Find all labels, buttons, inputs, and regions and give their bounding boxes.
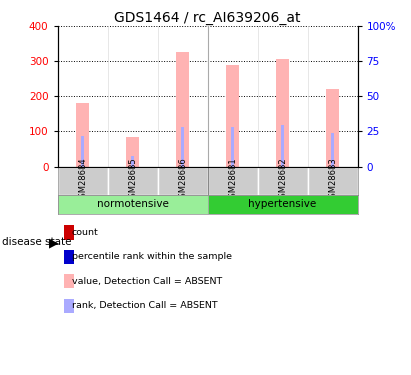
Bar	[131, 156, 134, 166]
Bar	[281, 125, 284, 166]
Bar	[181, 127, 184, 166]
Text: GSM28684: GSM28684	[78, 157, 87, 203]
Bar	[157, 166, 208, 195]
Text: GSM28681: GSM28681	[228, 157, 237, 203]
Text: value, Detection Call = ABSENT: value, Detection Call = ABSENT	[72, 277, 222, 286]
Bar	[58, 195, 208, 214]
Text: normotensive: normotensive	[97, 199, 169, 209]
Bar	[226, 65, 239, 166]
Bar	[208, 195, 358, 214]
Bar	[176, 51, 189, 166]
Text: GSM28683: GSM28683	[328, 157, 337, 203]
Title: GDS1464 / rc_AI639206_at: GDS1464 / rc_AI639206_at	[114, 11, 301, 25]
Bar	[81, 136, 84, 166]
Text: GSM28686: GSM28686	[178, 157, 187, 203]
Bar	[126, 137, 139, 166]
Text: GSM28682: GSM28682	[278, 157, 287, 203]
Bar	[258, 166, 307, 195]
Bar	[326, 88, 339, 166]
Bar	[276, 58, 289, 166]
Bar	[231, 127, 234, 166]
Bar	[331, 132, 334, 166]
Text: rank, Detection Call = ABSENT: rank, Detection Call = ABSENT	[72, 301, 217, 310]
Text: ▶: ▶	[48, 236, 58, 249]
Text: percentile rank within the sample: percentile rank within the sample	[72, 252, 232, 261]
Text: count: count	[72, 228, 99, 237]
Text: disease state: disease state	[2, 237, 72, 247]
Bar	[208, 166, 258, 195]
Bar	[76, 104, 89, 166]
Bar	[307, 166, 358, 195]
Text: GSM28685: GSM28685	[128, 157, 137, 203]
Bar	[108, 166, 157, 195]
Bar	[58, 166, 108, 195]
Text: hypertensive: hypertensive	[248, 199, 317, 209]
